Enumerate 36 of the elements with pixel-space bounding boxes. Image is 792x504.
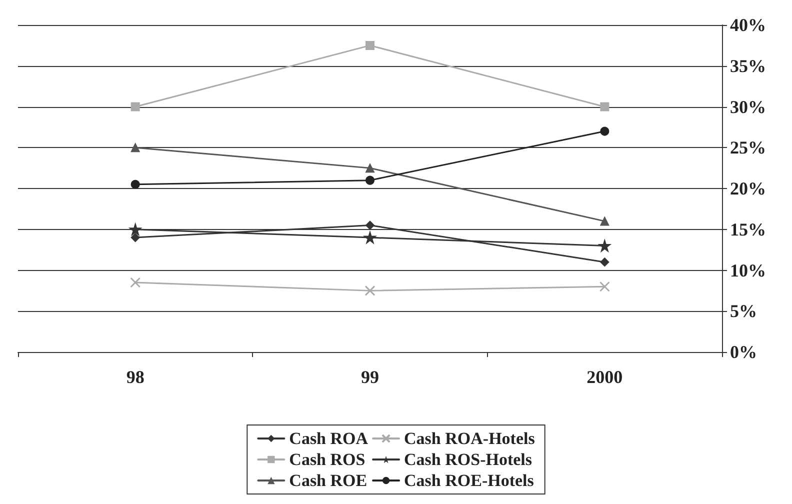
point (364, 285, 376, 296)
x-tick-label: 99 (361, 367, 379, 387)
point (366, 40, 374, 50)
legend-label: Cash ROE-Hotels (404, 471, 534, 490)
point (598, 240, 611, 252)
point (600, 126, 610, 136)
point (130, 277, 141, 288)
y-tick-label: 20% (730, 178, 766, 198)
point (130, 180, 140, 189)
y-tick-label: 5% (730, 301, 757, 322)
y-tick-label: 30% (730, 96, 766, 117)
point (129, 223, 142, 236)
point (600, 216, 610, 226)
x-tick-label: 2000 (586, 367, 623, 387)
y-tick-label: 15% (730, 219, 766, 240)
legend-label: Cash ROE (289, 471, 368, 490)
y-tick-label: 10% (730, 260, 766, 280)
point (130, 102, 140, 112)
y-tick-label: 35% (730, 56, 766, 76)
point (600, 102, 610, 112)
point (130, 143, 140, 152)
point (366, 176, 374, 185)
y-tick-label: 0% (730, 342, 757, 362)
legend-label: Cash ROS-Hotels (404, 450, 532, 469)
x-tick-label: 98 (126, 367, 144, 387)
legend-label: Cash ROS (289, 450, 366, 469)
point (600, 258, 610, 267)
legend-label: Cash ROA-Hotels (404, 429, 536, 448)
y-tick-label: 25% (730, 138, 766, 158)
y-tick-label: 40% (730, 15, 766, 35)
legend-label: Cash ROA (289, 429, 369, 448)
point (366, 164, 374, 173)
point (599, 281, 610, 292)
point (366, 220, 374, 230)
point (364, 232, 376, 244)
point (130, 233, 140, 242)
